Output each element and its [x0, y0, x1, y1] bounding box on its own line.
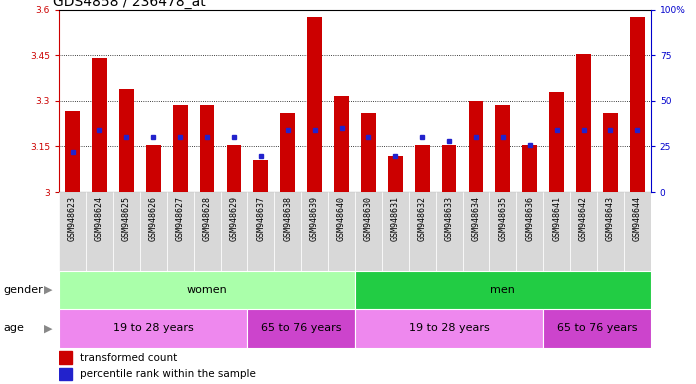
Text: GSM948639: GSM948639 — [310, 196, 319, 241]
Bar — [65, 111, 80, 192]
Bar — [442, 145, 457, 192]
Bar — [388, 156, 403, 192]
Text: 65 to 76 years: 65 to 76 years — [261, 323, 342, 333]
Bar — [576, 54, 591, 192]
Bar — [92, 58, 107, 192]
Bar — [570, 192, 597, 271]
Bar — [409, 192, 436, 271]
Bar — [59, 367, 72, 380]
Text: GSM948642: GSM948642 — [579, 196, 588, 241]
Bar — [59, 271, 355, 309]
Text: GSM948631: GSM948631 — [390, 196, 400, 241]
Bar — [247, 309, 355, 348]
Text: age: age — [3, 323, 24, 333]
Bar — [59, 192, 86, 271]
Bar — [146, 145, 161, 192]
Text: ▶: ▶ — [44, 285, 52, 295]
Bar — [496, 105, 510, 192]
Text: GSM948637: GSM948637 — [256, 196, 265, 241]
Bar — [173, 105, 187, 192]
Text: ▶: ▶ — [44, 323, 52, 333]
Text: GSM948625: GSM948625 — [122, 196, 131, 241]
Bar — [59, 351, 72, 364]
Text: GSM948636: GSM948636 — [525, 196, 535, 241]
Bar — [334, 96, 349, 192]
Text: GSM948644: GSM948644 — [633, 196, 642, 241]
Bar — [630, 17, 644, 192]
Text: GSM948629: GSM948629 — [230, 196, 239, 241]
Bar — [221, 192, 247, 271]
Text: GSM948626: GSM948626 — [149, 196, 158, 241]
Bar — [200, 105, 214, 192]
Bar — [193, 192, 221, 271]
Bar — [113, 192, 140, 271]
Bar — [355, 192, 382, 271]
Bar — [436, 192, 463, 271]
Text: GSM948640: GSM948640 — [337, 196, 346, 241]
Text: women: women — [187, 285, 228, 295]
Text: GDS4858 / 236478_at: GDS4858 / 236478_at — [53, 0, 206, 8]
Bar — [355, 309, 543, 348]
Bar — [543, 192, 570, 271]
Text: GSM948624: GSM948624 — [95, 196, 104, 241]
Bar — [523, 145, 537, 192]
Text: percentile rank within the sample: percentile rank within the sample — [80, 369, 255, 379]
Bar — [603, 113, 618, 192]
Text: 65 to 76 years: 65 to 76 years — [557, 323, 638, 333]
Bar — [382, 192, 409, 271]
Bar — [167, 192, 193, 271]
Bar — [253, 160, 268, 192]
Bar — [624, 192, 651, 271]
Text: GSM948641: GSM948641 — [552, 196, 561, 241]
Bar — [549, 92, 564, 192]
Text: GSM948638: GSM948638 — [283, 196, 292, 241]
Text: GSM948633: GSM948633 — [445, 196, 454, 241]
Text: GSM948627: GSM948627 — [175, 196, 184, 241]
Text: 19 to 28 years: 19 to 28 years — [113, 323, 193, 333]
Bar — [280, 113, 295, 192]
Bar — [140, 192, 167, 271]
Text: transformed count: transformed count — [80, 353, 177, 363]
Bar — [328, 192, 355, 271]
Bar — [227, 145, 242, 192]
Text: GSM948632: GSM948632 — [418, 196, 427, 241]
Text: gender: gender — [3, 285, 43, 295]
Bar — [516, 192, 543, 271]
Bar — [543, 309, 651, 348]
Bar — [597, 192, 624, 271]
Bar — [489, 192, 516, 271]
Bar — [415, 145, 429, 192]
Text: men: men — [491, 285, 515, 295]
Text: GSM948628: GSM948628 — [203, 196, 212, 241]
Bar — [355, 271, 651, 309]
Bar — [468, 101, 483, 192]
Text: GSM948643: GSM948643 — [606, 196, 615, 241]
Bar — [274, 192, 301, 271]
Text: GSM948623: GSM948623 — [68, 196, 77, 241]
Bar — [247, 192, 274, 271]
Bar — [301, 192, 328, 271]
Text: 19 to 28 years: 19 to 28 years — [409, 323, 489, 333]
Bar — [59, 309, 247, 348]
Text: GSM948630: GSM948630 — [364, 196, 373, 241]
Text: GSM948635: GSM948635 — [498, 196, 507, 241]
Bar — [361, 113, 376, 192]
Text: GSM948634: GSM948634 — [471, 196, 480, 241]
Bar — [119, 89, 134, 192]
Bar — [86, 192, 113, 271]
Bar — [463, 192, 489, 271]
Bar — [307, 17, 322, 192]
